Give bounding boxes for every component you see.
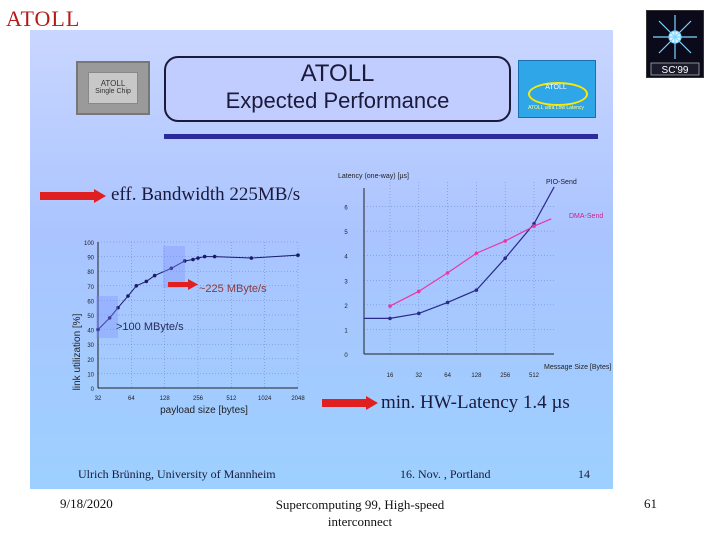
utilization-ytick-label: 10 — [87, 372, 94, 378]
dma-send-point — [388, 304, 392, 308]
latency-xtick-label: 64 — [444, 373, 451, 379]
utilization-xtick-label: 128 — [160, 396, 171, 402]
pio-send-point — [388, 316, 392, 321]
utilization-point — [196, 256, 200, 260]
latency-ytick-label: 2 — [344, 304, 348, 310]
utilization-point — [126, 294, 130, 298]
utilization-xtick-label: 2048 — [291, 396, 305, 402]
utilization-point — [134, 284, 139, 288]
latency-ytick-label: 4 — [344, 255, 348, 261]
utilization-ytick-label: 30 — [87, 343, 94, 349]
latency-text-prefix: min. HW-Latency 1.4 — [381, 392, 552, 413]
latency-xtick-label: 16 — [387, 373, 394, 379]
utilization-ytick-label: 70 — [87, 285, 94, 291]
latency-xtick-label: 128 — [471, 373, 482, 379]
utilization-ylabel: link utilization [%] — [72, 313, 83, 390]
svg-text:SC'99: SC'99 — [662, 65, 689, 76]
latency-ytick-label: 0 — [344, 353, 348, 359]
pio-send-point — [417, 311, 421, 316]
chip-die: ATOLL Single Chip — [88, 72, 138, 104]
latency-xtick-label: 512 — [529, 373, 540, 379]
utilization-point — [152, 273, 157, 278]
bandwidth-arrow-icon — [40, 189, 106, 203]
latency-ytick-label: 6 — [344, 206, 348, 212]
utilization-xtick-label: 32 — [95, 396, 102, 402]
latency-arrow-icon — [322, 396, 378, 410]
annotation-arrow-icon — [168, 279, 198, 290]
pio-send-line — [364, 186, 555, 319]
utilization-xtick-label: 512 — [226, 396, 237, 402]
utilization-ytick-label: 20 — [87, 358, 94, 364]
slide-title: ATOLL — [300, 60, 375, 87]
latency-ytick-label: 5 — [344, 230, 348, 236]
dma-send-point — [445, 271, 450, 275]
page-title: ATOLL — [6, 6, 81, 31]
latency-ytick-label: 3 — [344, 279, 348, 285]
utilization-point — [144, 279, 149, 284]
slide-subtitle: Expected Performance — [225, 88, 450, 113]
utilization-point — [191, 257, 195, 262]
utilization-chart: 0 10 20 30 40 50 60 70 80 90 100 32 64 128 256 512 1024… — [72, 241, 305, 416]
utilization-point — [169, 266, 174, 271]
utilization-xtick-label: 256 — [193, 396, 204, 402]
utilization-highlight-low — [96, 296, 118, 338]
dma-send-point — [532, 224, 536, 229]
utilization-point — [296, 253, 300, 257]
utilization-ytick-label: 40 — [87, 329, 94, 335]
chip-label-1: ATOLL — [100, 79, 126, 88]
utilization-xtick-label: 64 — [128, 396, 135, 402]
latency-text: min. HW-Latency 1.4 µs — [381, 392, 570, 414]
utilization-xtick-label: 1024 — [258, 396, 272, 402]
slide-footer-number: 14 — [578, 467, 590, 481]
bandwidth-text: eff. Bandwidth 225MB/s — [111, 184, 301, 205]
utilization-point — [182, 259, 187, 263]
latency-text-unit: µs — [551, 392, 570, 413]
atoll-logo-oval — [528, 82, 588, 106]
pio-send-label: PIO-Send — [546, 179, 577, 186]
slide-header-box — [164, 56, 511, 122]
utilization-point — [107, 316, 112, 320]
dma-send-point — [474, 251, 479, 256]
chip-label-2: Single Chip — [95, 88, 131, 95]
latency-ylabel: Latency (one-way) [µs] — [338, 173, 409, 180]
utilization-ytick-label: 50 — [87, 314, 94, 320]
atoll-logo-caption: ATOLL ultra Low Latency — [528, 105, 584, 111]
latency-ytick-label: 1 — [344, 328, 348, 334]
slide-footer-date: 16. Nov. , Portland — [400, 467, 491, 481]
utilization-point — [96, 327, 100, 332]
atoll-logo-text: ATOLL — [545, 84, 567, 91]
latency-chart: 0 1 2 3 4 5 6 16 32 64 128 256 512 Latency (one-way… — [338, 173, 611, 379]
footer-title: Supercomputing 99, High-speed interconne… — [275, 497, 445, 529]
footer-date: 9/18/2020 — [60, 496, 113, 511]
dma-send-label: DMA-Send — [569, 213, 603, 220]
pio-send-point — [503, 256, 507, 260]
utilization-ytick-label: 0 — [91, 387, 95, 393]
annotation-low: >100 MByte/s — [116, 321, 184, 333]
utilization-highlight-high — [163, 246, 185, 288]
pio-send-point — [445, 300, 450, 305]
dma-send-point — [417, 289, 421, 294]
annotation-high: ~225 MByte/s — [199, 283, 267, 295]
utilization-ytick-label: 60 — [87, 299, 94, 305]
page-number: 61 — [644, 496, 657, 511]
sc99-logo-icon: SC'99 — [646, 10, 704, 78]
latency-xtick-label: 32 — [415, 373, 422, 379]
utilization-point — [116, 305, 120, 310]
latency-xtick-label: 256 — [500, 373, 511, 379]
latency-xlabel: Message Size [Bytes] — [544, 364, 611, 371]
utilization-ytick-label: 90 — [87, 256, 94, 262]
utilization-xlabel: payload size [bytes] — [160, 405, 248, 416]
separator-bar — [164, 134, 598, 139]
utilization-ytick-label: 80 — [87, 270, 94, 276]
utilization-point — [202, 254, 207, 259]
utilization-ytick-label: 100 — [84, 241, 95, 247]
slide-footer-author: Ulrich Brüning, University of Mannheim — [78, 467, 276, 481]
utilization-point — [212, 254, 217, 259]
dma-send-point — [503, 239, 507, 243]
utilization-point — [249, 256, 254, 260]
pio-send-point — [474, 288, 479, 292]
